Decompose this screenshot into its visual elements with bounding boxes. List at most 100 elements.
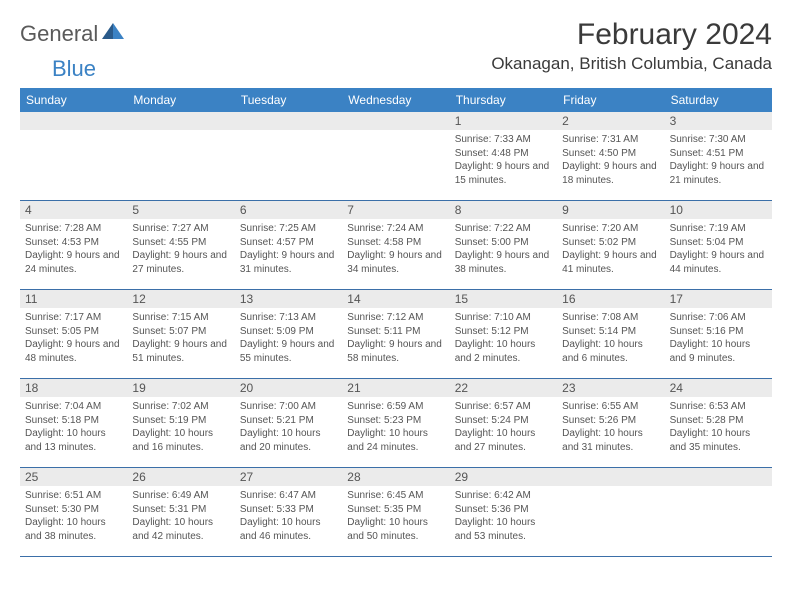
- calendar-cell: [665, 468, 772, 557]
- day-number-empty: [665, 468, 772, 486]
- day-number: 22: [450, 379, 557, 397]
- calendar-cell: 21 Sunrise: 6:59 AMSunset: 5:23 PMDayligh…: [342, 379, 449, 468]
- logo: General: [20, 22, 126, 45]
- day-details: Sunrise: 7:31 AMSunset: 4:50 PMDaylight:…: [562, 133, 659, 187]
- day-number: 29: [450, 468, 557, 486]
- day-number-empty: [557, 468, 664, 486]
- calendar-cell: 1 Sunrise: 7:33 AMSunset: 4:48 PMDaylight…: [450, 112, 557, 201]
- day-details: Sunrise: 7:10 AMSunset: 5:12 PMDaylight:…: [455, 311, 552, 365]
- day-header: Monday: [127, 88, 234, 112]
- calendar-cell: 6 Sunrise: 7:25 AMSunset: 4:57 PMDaylight…: [235, 201, 342, 290]
- day-number: 26: [127, 468, 234, 486]
- logo-text-general: General: [20, 23, 98, 45]
- day-details: Sunrise: 7:17 AMSunset: 5:05 PMDaylight:…: [25, 311, 122, 365]
- day-details: Sunrise: 7:33 AMSunset: 4:48 PMDaylight:…: [455, 133, 552, 187]
- day-number: 4: [20, 201, 127, 219]
- day-number: 25: [20, 468, 127, 486]
- calendar-cell: 22 Sunrise: 6:57 AMSunset: 5:24 PMDayligh…: [450, 379, 557, 468]
- day-number: 23: [557, 379, 664, 397]
- calendar-cell: 16 Sunrise: 7:08 AMSunset: 5:14 PMDayligh…: [557, 290, 664, 379]
- day-number: 2: [557, 112, 664, 130]
- day-details: Sunrise: 7:12 AMSunset: 5:11 PMDaylight:…: [347, 311, 444, 365]
- day-number-empty: [127, 112, 234, 130]
- day-number: 6: [235, 201, 342, 219]
- calendar-cell: 17Sunrise: 7:06 AMSunset: 5:16 PMDayligh…: [665, 290, 772, 379]
- day-details: Sunrise: 7:28 AMSunset: 4:53 PMDaylight:…: [25, 222, 122, 276]
- day-header: Friday: [557, 88, 664, 112]
- day-details: Sunrise: 7:30 AMSunset: 4:51 PMDaylight:…: [670, 133, 767, 187]
- calendar-cell: 20 Sunrise: 7:00 AMSunset: 5:21 PMDayligh…: [235, 379, 342, 468]
- logo-icon: [102, 22, 124, 45]
- title-block: February 2024 Okanagan, British Columbia…: [491, 18, 772, 74]
- calendar-cell: 12Sunrise: 7:15 AMSunset: 5:07 PMDayligh…: [127, 290, 234, 379]
- day-number-empty: [342, 112, 449, 130]
- day-number: 3: [665, 112, 772, 130]
- calendar-body: 1 Sunrise: 7:33 AMSunset: 4:48 PMDaylight…: [20, 112, 772, 557]
- location-label: Okanagan, British Columbia, Canada: [491, 54, 772, 74]
- day-number: 1: [450, 112, 557, 130]
- day-details: Sunrise: 7:22 AMSunset: 5:00 PMDaylight:…: [455, 222, 552, 276]
- calendar-cell: [342, 112, 449, 201]
- day-number: 7: [342, 201, 449, 219]
- calendar-cell: 23 Sunrise: 6:55 AMSunset: 5:26 PMDayligh…: [557, 379, 664, 468]
- day-number: 24: [665, 379, 772, 397]
- day-details: Sunrise: 6:51 AMSunset: 5:30 PMDaylight:…: [25, 489, 122, 543]
- calendar-cell: 10 Sunrise: 7:19 AMSunset: 5:04 PMDayligh…: [665, 201, 772, 290]
- calendar-cell: 4 Sunrise: 7:28 AMSunset: 4:53 PMDaylight…: [20, 201, 127, 290]
- calendar-cell: 2 Sunrise: 7:31 AMSunset: 4:50 PMDaylight…: [557, 112, 664, 201]
- calendar-cell: 26Sunrise: 6:49 AMSunset: 5:31 PMDayligh…: [127, 468, 234, 557]
- day-number: 19: [127, 379, 234, 397]
- calendar-cell: 15Sunrise: 7:10 AMSunset: 5:12 PMDayligh…: [450, 290, 557, 379]
- calendar-cell: [20, 112, 127, 201]
- day-details: Sunrise: 6:53 AMSunset: 5:28 PMDaylight:…: [670, 400, 767, 454]
- day-number: 27: [235, 468, 342, 486]
- day-details: Sunrise: 6:47 AMSunset: 5:33 PMDaylight:…: [240, 489, 337, 543]
- day-number: 11: [20, 290, 127, 308]
- day-details: Sunrise: 7:04 AMSunset: 5:18 PMDaylight:…: [25, 400, 122, 454]
- calendar-cell: 13 Sunrise: 7:13 AMSunset: 5:09 PMDayligh…: [235, 290, 342, 379]
- day-details: Sunrise: 6:59 AMSunset: 5:23 PMDaylight:…: [347, 400, 444, 454]
- day-details: Sunrise: 7:25 AMSunset: 4:57 PMDaylight:…: [240, 222, 337, 276]
- day-details: Sunrise: 7:06 AMSunset: 5:16 PMDaylight:…: [670, 311, 767, 365]
- day-header: Thursday: [450, 88, 557, 112]
- calendar-cell: [127, 112, 234, 201]
- calendar-cell: 19 Sunrise: 7:02 AMSunset: 5:19 PMDayligh…: [127, 379, 234, 468]
- calendar-cell: 27 Sunrise: 6:47 AMSunset: 5:33 PMDayligh…: [235, 468, 342, 557]
- calendar-cell: 25 Sunrise: 6:51 AMSunset: 5:30 PMDayligh…: [20, 468, 127, 557]
- day-number: 28: [342, 468, 449, 486]
- day-number-empty: [20, 112, 127, 130]
- day-details: Sunrise: 7:13 AMSunset: 5:09 PMDaylight:…: [240, 311, 337, 365]
- day-details: Sunrise: 6:57 AMSunset: 5:24 PMDaylight:…: [455, 400, 552, 454]
- day-header: Wednesday: [342, 88, 449, 112]
- calendar-cell: 29 Sunrise: 6:42 AMSunset: 5:36 PMDayligh…: [450, 468, 557, 557]
- calendar-cell: 24 Sunrise: 6:53 AMSunset: 5:28 PMDayligh…: [665, 379, 772, 468]
- day-number: 20: [235, 379, 342, 397]
- calendar-cell: 9 Sunrise: 7:20 AMSunset: 5:02 PMDaylight…: [557, 201, 664, 290]
- day-header: Tuesday: [235, 88, 342, 112]
- day-details: Sunrise: 7:02 AMSunset: 5:19 PMDaylight:…: [132, 400, 229, 454]
- day-number: 21: [342, 379, 449, 397]
- day-number: 13: [235, 290, 342, 308]
- day-details: Sunrise: 7:19 AMSunset: 5:04 PMDaylight:…: [670, 222, 767, 276]
- day-number: 10: [665, 201, 772, 219]
- day-number: 9: [557, 201, 664, 219]
- month-title: February 2024: [491, 18, 772, 52]
- calendar-cell: 14Sunrise: 7:12 AMSunset: 5:11 PMDayligh…: [342, 290, 449, 379]
- day-number-empty: [235, 112, 342, 130]
- day-details: Sunrise: 6:55 AMSunset: 5:26 PMDaylight:…: [562, 400, 659, 454]
- day-number: 18: [20, 379, 127, 397]
- day-number: 8: [450, 201, 557, 219]
- day-number: 5: [127, 201, 234, 219]
- day-details: Sunrise: 7:20 AMSunset: 5:02 PMDaylight:…: [562, 222, 659, 276]
- day-details: Sunrise: 7:08 AMSunset: 5:14 PMDaylight:…: [562, 311, 659, 365]
- day-details: Sunrise: 7:00 AMSunset: 5:21 PMDaylight:…: [240, 400, 337, 454]
- day-details: Sunrise: 6:42 AMSunset: 5:36 PMDaylight:…: [455, 489, 552, 543]
- calendar-cell: 28Sunrise: 6:45 AMSunset: 5:35 PMDayligh…: [342, 468, 449, 557]
- calendar-cell: 8 Sunrise: 7:22 AMSunset: 5:00 PMDaylight…: [450, 201, 557, 290]
- day-number: 16: [557, 290, 664, 308]
- day-details: Sunrise: 7:24 AMSunset: 4:58 PMDaylight:…: [347, 222, 444, 276]
- calendar-cell: 5Sunrise: 7:27 AMSunset: 4:55 PMDaylight…: [127, 201, 234, 290]
- day-header: Saturday: [665, 88, 772, 112]
- day-number: 12: [127, 290, 234, 308]
- calendar-cell: 7 Sunrise: 7:24 AMSunset: 4:58 PMDaylight…: [342, 201, 449, 290]
